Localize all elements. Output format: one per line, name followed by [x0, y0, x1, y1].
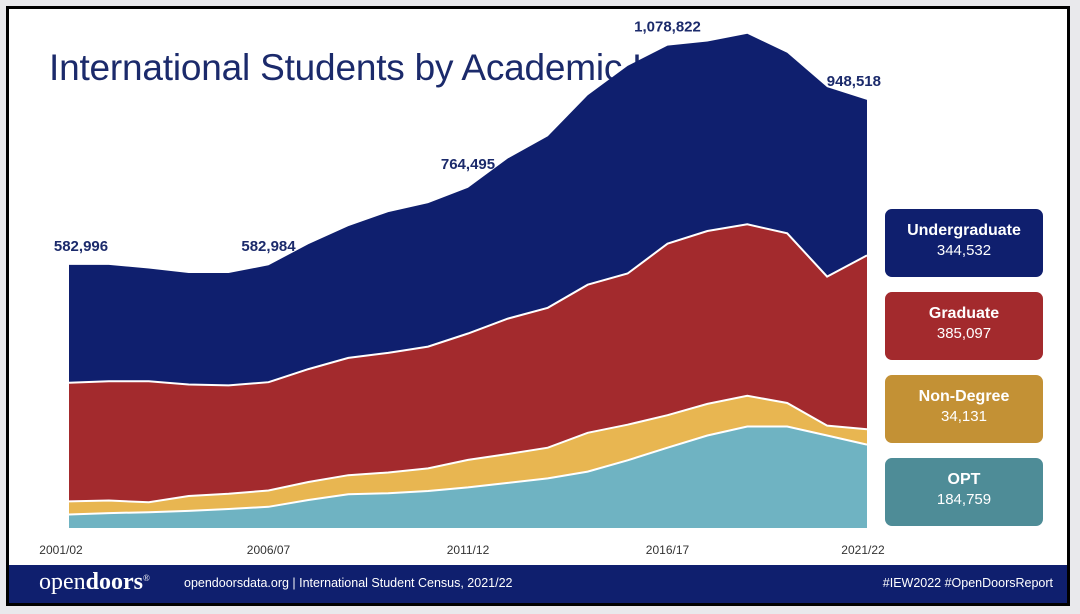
legend-non-degree-value: 34,131 [941, 408, 987, 425]
area-graduate [69, 224, 867, 503]
area-non-degree [69, 395, 867, 515]
area-opt [69, 426, 867, 528]
total-label: 948,518 [827, 73, 881, 90]
legend-opt: OPT 184,759 [885, 458, 1043, 526]
area-chart: 582,996 582,984 764,495 1,078,822 948,518 20… [39, 19, 885, 557]
legend-undergraduate: Undergraduate 344,532 [885, 209, 1043, 277]
total-label: 582,996 [54, 238, 108, 255]
legend-non-degree: Non-Degree 34,131 [885, 375, 1043, 443]
area-undergraduate [69, 33, 867, 386]
footer-bar: opendoors® opendoorsdata.org | Internati… [9, 565, 1067, 603]
legend-non-degree-label: Non-Degree [918, 388, 1010, 405]
x-tick-label: 2006/07 [247, 543, 291, 557]
logo-text-open: open [39, 569, 86, 595]
x-tick-label: 2001/02 [39, 543, 83, 557]
layer-boundary-line [68, 223, 868, 387]
logo-text-doors: doors [85, 569, 143, 595]
x-tick-label: 2016/17 [646, 543, 690, 557]
x-tick-label: 2021/22 [841, 543, 885, 557]
legend-undergraduate-label: Undergraduate [907, 222, 1021, 239]
total-label: 1,078,822 [634, 19, 701, 36]
registered-mark: ® [143, 573, 150, 583]
total-label: 582,984 [241, 238, 296, 255]
legend-undergraduate-value: 344,532 [936, 242, 992, 259]
legend-opt-label: OPT [947, 471, 981, 488]
opendoors-logo: opendoors® [39, 569, 150, 596]
layer-boundary-line [68, 425, 868, 516]
x-tick-label: 2011/12 [447, 543, 490, 557]
slide: International Students by Academic Level… [6, 6, 1070, 606]
legend-graduate-value: 385,097 [936, 325, 992, 342]
footer-hashtags: #IEW2022 #OpenDoorsReport [882, 576, 1053, 590]
legend-graduate-label: Graduate [928, 305, 1000, 322]
layer-boundary-line [68, 394, 868, 504]
legend-graduate: Graduate 385,097 [885, 292, 1043, 360]
total-label: 764,495 [441, 156, 495, 173]
legend-opt-value: 184,759 [936, 491, 992, 508]
footer-source: opendoorsdata.org | International Studen… [184, 576, 513, 590]
